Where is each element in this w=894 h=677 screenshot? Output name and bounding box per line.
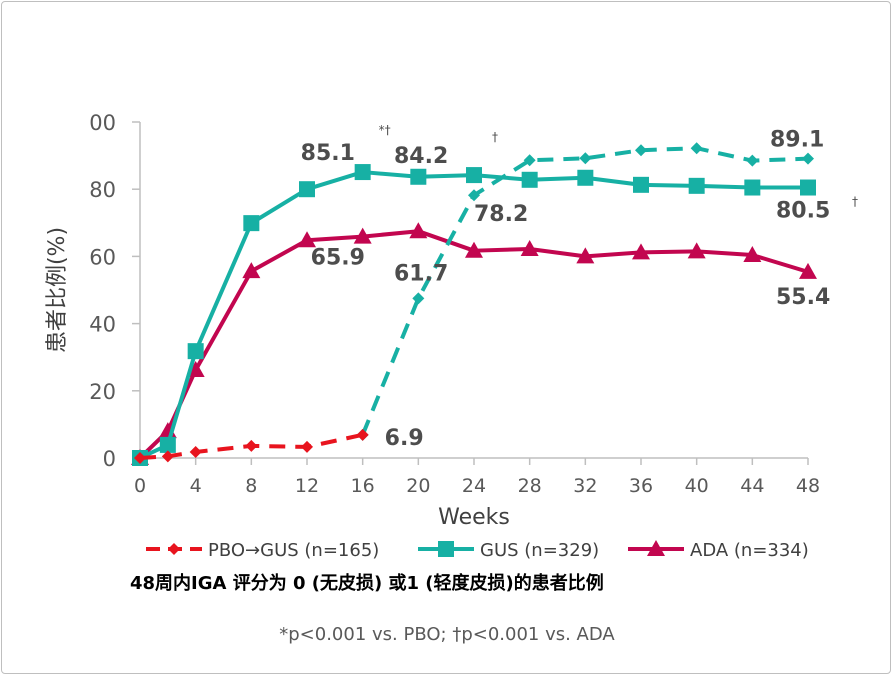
legend-marker (438, 541, 454, 557)
data-label: 84.2 (394, 144, 448, 169)
data-point (465, 241, 483, 258)
x-tick-label: 48 (796, 475, 820, 497)
footnote: *p<0.001 vs. PBO; †p<0.001 vs. ADA (279, 624, 615, 645)
data-point (802, 152, 814, 165)
data-label: 55.4 (776, 285, 830, 310)
x-tick-label: 4 (190, 475, 202, 497)
y-axis-label: 患者比例(%) (45, 227, 70, 353)
data-point (687, 242, 706, 259)
data-label: 80.5 (776, 199, 830, 224)
data-label: 89.1 (770, 128, 824, 153)
data-point (520, 240, 539, 257)
legend-marker (168, 543, 180, 555)
data-point (688, 177, 705, 194)
data-point (299, 181, 315, 198)
x-tick-label: 28 (518, 475, 542, 497)
data-point (521, 171, 538, 188)
y-tick-label: 60 (89, 245, 116, 269)
y-tick-label: 20 (89, 380, 116, 404)
data-point (577, 169, 594, 186)
data-point (744, 179, 761, 196)
data-point (633, 176, 649, 193)
x-tick-label: 40 (685, 475, 709, 497)
legend-label: GUS (n=329) (480, 540, 599, 561)
legend-label: ADA (n=334) (690, 540, 809, 561)
data-point (412, 292, 425, 305)
legend-marker (647, 540, 665, 556)
data-label: 78.2 (474, 202, 528, 227)
data-label: 61.7 (394, 262, 448, 287)
data-point (466, 167, 482, 184)
series-line (360, 146, 809, 436)
x-tick-label: 16 (351, 475, 375, 497)
series-line (139, 432, 364, 460)
y-tick-label: 80 (89, 178, 116, 202)
data-point (576, 247, 595, 264)
chart-caption: 48周内IGA 评分为 0 (无皮损) 或1 (轻度皮损)的患者比例 (130, 573, 604, 594)
legend: PBO→GUS (n=165) GUS (n=329) ADA (n=334) (146, 540, 809, 561)
series-0 (134, 428, 369, 464)
data-point (243, 215, 260, 232)
legend-item: GUS (n=329) (418, 540, 599, 561)
y-tick-label: 0 (103, 447, 116, 471)
data-label: 6.9 (385, 426, 424, 451)
data-point (189, 445, 202, 458)
data-point (523, 154, 536, 167)
data-point (743, 246, 762, 263)
data-point (301, 440, 313, 453)
significance-mark: *† (379, 123, 391, 137)
series-1 (356, 142, 814, 441)
y-tick-label: 40 (89, 313, 116, 337)
data-point (356, 428, 369, 441)
data-label: 65.9 (311, 246, 365, 271)
data-point (690, 142, 703, 155)
data-point (161, 450, 174, 463)
significance-mark: † (852, 195, 858, 209)
legend-item: PBO→GUS (n=165) (146, 540, 379, 561)
data-point (799, 262, 817, 279)
x-tick-label: 0 (134, 475, 146, 497)
data-point (579, 152, 592, 165)
y-tick-label: 00 (89, 111, 116, 135)
series-2 (132, 164, 816, 466)
data-point (468, 189, 480, 202)
data-point (242, 262, 261, 279)
x-axis-label: Weeks (438, 505, 510, 530)
data-point (354, 164, 371, 181)
data-point (245, 439, 258, 452)
data-point (410, 168, 427, 185)
x-tick-label: 36 (629, 475, 653, 497)
x-tick-label: 44 (740, 475, 764, 497)
data-point (409, 222, 428, 239)
legend-label: PBO→GUS (n=165) (208, 540, 379, 561)
data-point (187, 343, 204, 360)
x-tick-label: 32 (573, 475, 597, 497)
legend-item: ADA (n=334) (628, 540, 809, 561)
x-tick-label: 20 (406, 475, 430, 497)
series-line (139, 170, 808, 460)
data-point (635, 144, 647, 157)
data-point (353, 227, 372, 244)
data-point (134, 452, 146, 464)
data-point (298, 231, 316, 248)
data-point (159, 436, 176, 453)
series-line (138, 229, 809, 460)
data-label: 85.1 (301, 141, 355, 166)
significance-mark: † (492, 130, 498, 144)
data-point (800, 179, 816, 196)
x-tick-label: 12 (295, 475, 319, 497)
x-tick-label: 24 (462, 475, 486, 497)
data-point (632, 243, 650, 260)
data-point (746, 154, 759, 167)
x-tick-label: 8 (245, 475, 257, 497)
